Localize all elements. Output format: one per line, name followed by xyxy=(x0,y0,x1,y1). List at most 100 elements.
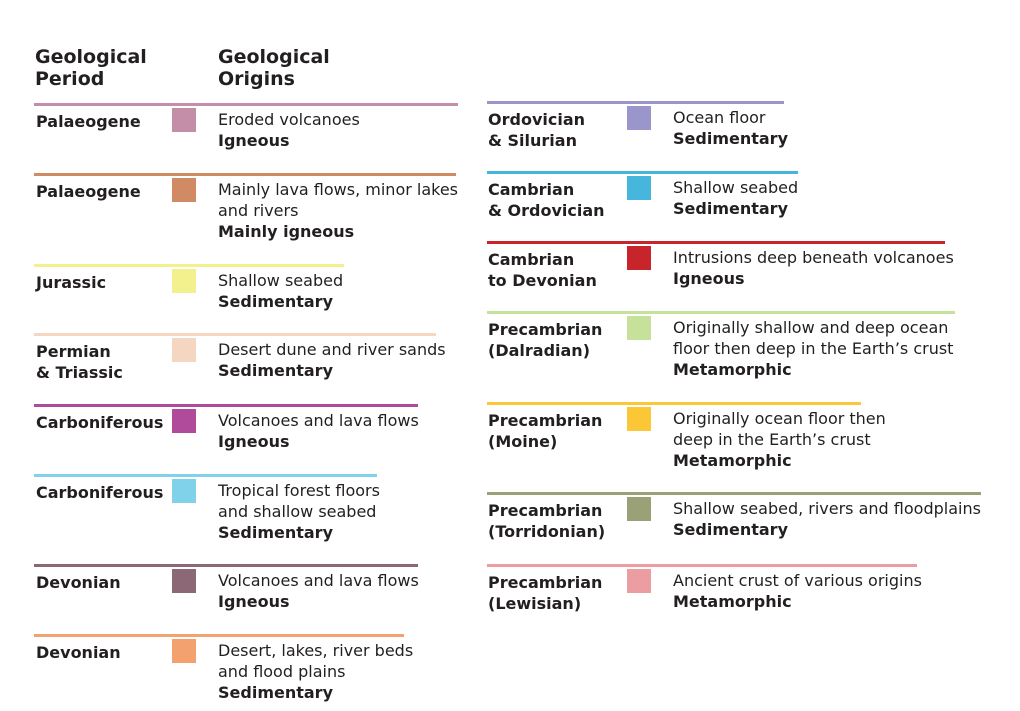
period-line: Devonian xyxy=(36,643,121,662)
color-swatch xyxy=(172,569,196,593)
divider-line xyxy=(487,564,917,567)
origin-description: Eroded volcanoes Igneous xyxy=(218,109,360,151)
legend-row: Devonian Desert, lakes, river beds and flo… xyxy=(34,634,413,704)
color-swatch xyxy=(172,108,196,132)
origin-description: Shallow seabed Sedimentary xyxy=(218,270,343,312)
description-line: Originally ocean floor then xyxy=(673,409,886,428)
period-line: Palaeogene xyxy=(36,112,141,131)
divider-line xyxy=(34,173,456,176)
legend-row: Palaeogene Mainly lava flows, minor lakes… xyxy=(34,173,458,243)
description-line: Shallow seabed, rivers and floodplains xyxy=(673,499,981,518)
legend-row: Permian & Triassic Desert dune and river s… xyxy=(34,333,446,403)
color-swatch xyxy=(627,407,651,431)
color-swatch xyxy=(172,639,196,663)
period-line: Jurassic xyxy=(36,273,107,292)
period-line: Palaeogene xyxy=(36,182,141,201)
description-line: and rivers xyxy=(218,201,299,220)
period-line: Permian xyxy=(36,342,111,361)
divider-line xyxy=(34,103,458,106)
legend-row: Cambrian to Devonian Intrusions deep benea… xyxy=(487,241,954,311)
description-line: Volcanoes and lava flows xyxy=(218,571,419,590)
period-name: Precambrian (Torridonian) xyxy=(488,500,605,542)
color-swatch xyxy=(172,479,196,503)
description-line: Ocean floor xyxy=(673,108,766,127)
color-swatch xyxy=(627,569,651,593)
period-line: Carboniferous xyxy=(36,483,164,502)
period-name: Cambrian & Ordovician xyxy=(488,179,605,221)
divider-line xyxy=(34,404,418,407)
color-swatch xyxy=(627,246,651,270)
period-line: Cambrian xyxy=(488,250,575,269)
origin-description: Shallow seabed Sedimentary xyxy=(673,177,798,219)
origin-description: Originally shallow and deep ocean floor t… xyxy=(673,317,953,380)
period-line: (Lewisian) xyxy=(488,594,582,613)
period-name: Carboniferous xyxy=(36,412,163,433)
legend-row: Ordovician & Silurian Ocean floor Sedimenta… xyxy=(487,101,788,171)
origin-description: Intrusions deep beneath volcanoes Igneous xyxy=(673,247,954,289)
header-geological-period: Geological Period xyxy=(35,46,147,90)
period-name: Carboniferous xyxy=(36,482,163,503)
period-name: Precambrian (Dalradian) xyxy=(488,319,602,361)
origin-description: Mainly lava flows, minor lakes and rivers… xyxy=(218,179,458,242)
origin-description: Ancient crust of various origins Metamorp… xyxy=(673,570,922,612)
period-name: Cambrian to Devonian xyxy=(488,249,597,291)
rock-type: Sedimentary xyxy=(673,520,788,539)
period-line: Precambrian xyxy=(488,573,603,592)
rock-type: Mainly igneous xyxy=(218,222,355,241)
rock-type: Sedimentary xyxy=(218,361,333,380)
rock-type: Sedimentary xyxy=(218,683,333,702)
period-name: Precambrian (Lewisian) xyxy=(488,572,602,614)
description-line: deep in the Earth’s crust xyxy=(673,430,871,449)
origin-description: Originally ocean floor then deep in the E… xyxy=(673,408,886,471)
divider-line xyxy=(487,402,861,405)
description-line: Shallow seabed xyxy=(673,178,799,197)
period-name: Precambrian (Moine) xyxy=(488,410,602,452)
rock-type: Sedimentary xyxy=(218,292,333,311)
origin-description: Volcanoes and lava flows Igneous xyxy=(218,570,419,612)
description-line: Desert dune and river sands xyxy=(218,340,446,359)
divider-line xyxy=(487,171,798,174)
color-swatch xyxy=(627,176,651,200)
description-line: Originally shallow and deep ocean xyxy=(673,318,949,337)
rock-type: Metamorphic xyxy=(673,360,792,379)
divider-line xyxy=(34,564,418,567)
divider-line xyxy=(34,333,436,336)
rock-type: Metamorphic xyxy=(673,592,792,611)
divider-line xyxy=(487,311,955,314)
description-line: floor then deep in the Earth’s crust xyxy=(673,339,954,358)
description-line: Mainly lava flows, minor lakes xyxy=(218,180,459,199)
period-name: Jurassic xyxy=(36,272,106,293)
color-swatch xyxy=(172,338,196,362)
period-line: & Ordovician xyxy=(488,201,605,220)
rock-type: Sedimentary xyxy=(673,199,788,218)
period-line: (Moine) xyxy=(488,432,558,451)
description-line: Desert, lakes, river beds xyxy=(218,641,414,660)
period-line: Devonian xyxy=(36,573,121,592)
description-line: and shallow seabed xyxy=(218,502,377,521)
divider-line xyxy=(34,474,377,477)
legend-row: Precambrian (Dalradian) Originally shallow… xyxy=(487,311,955,381)
description-line: Intrusions deep beneath volcanoes xyxy=(673,248,954,267)
period-name: Devonian xyxy=(36,642,121,663)
legend-row: Jurassic Shallow seabed Sedimentary xyxy=(34,264,344,334)
legend-row: Precambrian (Moine) Originally ocean floor… xyxy=(487,402,886,472)
legend-row: Cambrian & Ordovician Shallow seabed Sedime… xyxy=(487,171,798,241)
period-name: Ordovician & Silurian xyxy=(488,109,585,151)
period-name: Palaeogene xyxy=(36,181,141,202)
period-line: to Devonian xyxy=(488,271,597,290)
rock-type: Igneous xyxy=(218,432,290,451)
origin-description: Desert, lakes, river beds and flood plain… xyxy=(218,640,413,703)
origin-description: Shallow seabed, rivers and floodplains Se… xyxy=(673,498,981,540)
legend-row: Precambrian (Lewisian) Ancient crust of va… xyxy=(487,564,922,634)
description-line: Eroded volcanoes xyxy=(218,110,360,129)
period-line: Ordovician xyxy=(488,110,586,129)
legend-row: Devonian Volcanoes and lava flows Igneous xyxy=(34,564,419,634)
legend-row: Palaeogene Eroded volcanoes Igneous xyxy=(34,103,458,173)
divider-line xyxy=(487,492,981,495)
origin-description: Volcanoes and lava flows Igneous xyxy=(218,410,419,452)
period-line: Precambrian xyxy=(488,320,603,339)
period-line: & Silurian xyxy=(488,131,577,150)
origin-description: Ocean floor Sedimentary xyxy=(673,107,788,149)
period-name: Devonian xyxy=(36,572,121,593)
